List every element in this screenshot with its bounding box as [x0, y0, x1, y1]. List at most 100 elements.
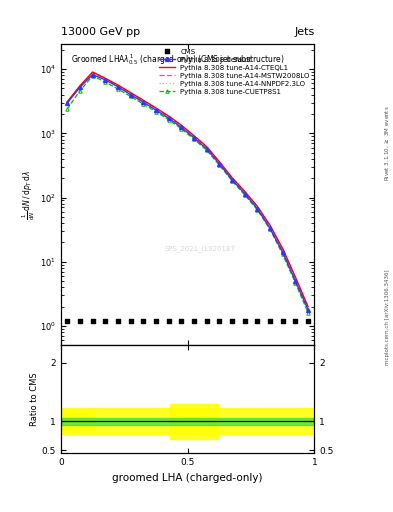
Pythia 8.308 tune-CUETP8S1 [103, 79, 108, 85]
Text: Groomed LHA$\lambda^{1}_{0.5}$ (charged only) (CMS jet substructure): Groomed LHA$\lambda^{1}_{0.5}$ (charged … [71, 53, 285, 68]
Pythia 8.308 default [268, 225, 272, 231]
Pythia 8.308 tune-A14-MSTW2008LO [306, 305, 310, 311]
Pythia 8.308 tune-A14-MSTW2008LO [242, 189, 247, 195]
CMS [216, 317, 222, 325]
Pythia 8.308 tune-CUETP8S1 [128, 93, 133, 99]
Pythia 8.308 default [166, 115, 171, 121]
Pythia 8.308 tune-A14-CTEQL1 [77, 82, 82, 89]
Text: 13000 GeV pp: 13000 GeV pp [61, 27, 140, 37]
Pythia 8.308 tune-CUETP8S1 [306, 310, 310, 316]
Pythia 8.308 default [128, 92, 133, 98]
Pythia 8.308 tune-A14-NNPDF2.3LO [204, 144, 209, 151]
Pythia 8.308 tune-A14-NNPDF2.3LO [179, 123, 184, 129]
Pythia 8.308 tune-A14-NNPDF2.3LO [242, 189, 247, 196]
Pythia 8.308 tune-A14-CTEQL1 [204, 143, 209, 150]
CMS [178, 317, 184, 325]
Pythia 8.308 tune-A14-NNPDF2.3LO [293, 276, 298, 283]
Pythia 8.308 tune-A14-MSTW2008LO [204, 144, 209, 151]
Pythia 8.308 tune-CUETP8S1 [204, 147, 209, 153]
Text: Rivet 3.1.10, $\geq$ 3M events: Rivet 3.1.10, $\geq$ 3M events [383, 105, 391, 181]
X-axis label: groomed LHA (charged-only): groomed LHA (charged-only) [112, 473, 263, 482]
Pythia 8.308 tune-CUETP8S1 [179, 126, 184, 132]
Pythia 8.308 default [192, 135, 196, 141]
Pythia 8.308 tune-A14-MSTW2008LO [154, 105, 158, 112]
Pythia 8.308 tune-CUETP8S1 [77, 88, 82, 94]
Pythia 8.308 tune-CUETP8S1 [242, 192, 247, 198]
Pythia 8.308 tune-A14-MSTW2008LO [280, 247, 285, 253]
Pythia 8.308 default [90, 72, 95, 78]
Y-axis label: Ratio to CMS: Ratio to CMS [30, 372, 39, 426]
Legend: CMS, Pythia 8.308 default, Pythia 8.308 tune-A14-CTEQL1, Pythia 8.308 tune-A14-M: CMS, Pythia 8.308 default, Pythia 8.308 … [158, 47, 311, 96]
Pythia 8.308 tune-CUETP8S1 [90, 73, 95, 79]
Pythia 8.308 tune-A14-MSTW2008LO [192, 133, 196, 139]
CMS [115, 317, 121, 325]
Pythia 8.308 tune-A14-NNPDF2.3LO [280, 247, 285, 253]
CMS [204, 317, 210, 325]
Pythia 8.308 tune-A14-NNPDF2.3LO [306, 307, 310, 313]
Pythia 8.308 tune-A14-MSTW2008LO [217, 159, 222, 165]
Pythia 8.308 tune-CUETP8S1 [230, 178, 234, 184]
Pythia 8.308 tune-CUETP8S1 [141, 101, 146, 107]
Pythia 8.308 tune-A14-CTEQL1 [141, 97, 146, 103]
Text: Jets: Jets [294, 27, 314, 37]
Pythia 8.308 tune-A14-CTEQL1 [242, 188, 247, 195]
Pythia 8.308 tune-A14-MSTW2008LO [293, 275, 298, 282]
Pythia 8.308 tune-A14-CTEQL1 [268, 222, 272, 228]
Pythia 8.308 tune-CUETP8S1 [154, 109, 158, 115]
Text: SPS_2021_I1920187: SPS_2021_I1920187 [165, 245, 236, 252]
Pythia 8.308 tune-A14-CTEQL1 [103, 75, 108, 81]
Pythia 8.308 tune-CUETP8S1 [192, 136, 196, 142]
Pythia 8.308 default [154, 107, 158, 113]
Pythia 8.308 default [179, 124, 184, 131]
Pythia 8.308 tune-A14-NNPDF2.3LO [217, 160, 222, 166]
Pythia 8.308 tune-A14-CTEQL1 [128, 90, 133, 96]
Pythia 8.308 default [103, 77, 108, 83]
Pythia 8.308 tune-CUETP8S1 [255, 207, 260, 213]
Pythia 8.308 tune-CUETP8S1 [293, 280, 298, 286]
Pythia 8.308 tune-A14-MSTW2008LO [90, 70, 95, 76]
Pythia 8.308 tune-CUETP8S1 [217, 162, 222, 168]
Pythia 8.308 tune-A14-NNPDF2.3LO [65, 101, 70, 107]
Pythia 8.308 tune-CUETP8S1 [116, 86, 120, 92]
Pythia 8.308 tune-A14-NNPDF2.3LO [154, 106, 158, 112]
Pythia 8.308 tune-A14-MSTW2008LO [116, 82, 120, 89]
Pythia 8.308 tune-A14-NNPDF2.3LO [166, 114, 171, 120]
Pythia 8.308 tune-A14-NNPDF2.3LO [230, 176, 234, 182]
Line: Pythia 8.308 tune-CUETP8S1: Pythia 8.308 tune-CUETP8S1 [66, 74, 310, 314]
CMS [102, 317, 108, 325]
Pythia 8.308 tune-A14-NNPDF2.3LO [141, 98, 146, 104]
Pythia 8.308 tune-A14-NNPDF2.3LO [192, 134, 196, 140]
Pythia 8.308 default [141, 99, 146, 105]
Text: mcplots.cern.ch [arXiv:1306.3436]: mcplots.cern.ch [arXiv:1306.3436] [385, 270, 389, 365]
Pythia 8.308 default [255, 206, 260, 212]
Y-axis label: $\frac{1}{\mathrm{d}N}\,\mathrm{d}N\,/\,\mathrm{d}p_T\,\mathrm{d}\lambda$: $\frac{1}{\mathrm{d}N}\,\mathrm{d}N\,/\,… [21, 169, 37, 220]
Pythia 8.308 tune-A14-CTEQL1 [166, 113, 171, 119]
Pythia 8.308 default [65, 100, 70, 106]
Pythia 8.308 tune-A14-NNPDF2.3LO [128, 91, 133, 97]
Pythia 8.308 tune-A14-MSTW2008LO [230, 175, 234, 181]
Pythia 8.308 tune-A14-MSTW2008LO [255, 204, 260, 210]
Pythia 8.308 tune-A14-CTEQL1 [116, 82, 120, 88]
Pythia 8.308 tune-A14-CTEQL1 [280, 246, 285, 252]
Pythia 8.308 default [204, 146, 209, 152]
Pythia 8.308 default [77, 84, 82, 91]
Pythia 8.308 default [230, 177, 234, 183]
Pythia 8.308 tune-A14-NNPDF2.3LO [77, 84, 82, 90]
CMS [279, 317, 286, 325]
Pythia 8.308 tune-A14-CTEQL1 [154, 105, 158, 111]
CMS [267, 317, 273, 325]
Pythia 8.308 default [293, 278, 298, 284]
CMS [165, 317, 172, 325]
CMS [229, 317, 235, 325]
Pythia 8.308 default [242, 190, 247, 197]
Pythia 8.308 tune-A14-NNPDF2.3LO [90, 70, 95, 76]
Pythia 8.308 tune-A14-CTEQL1 [65, 99, 70, 105]
Line: Pythia 8.308 default: Pythia 8.308 default [65, 73, 310, 311]
CMS [242, 317, 248, 325]
Pythia 8.308 tune-A14-CTEQL1 [230, 175, 234, 181]
CMS [127, 317, 134, 325]
Pythia 8.308 tune-A14-NNPDF2.3LO [103, 76, 108, 82]
Line: Pythia 8.308 tune-A14-MSTW2008LO: Pythia 8.308 tune-A14-MSTW2008LO [67, 73, 308, 308]
Pythia 8.308 tune-A14-MSTW2008LO [65, 100, 70, 106]
Pythia 8.308 tune-A14-MSTW2008LO [141, 98, 146, 104]
